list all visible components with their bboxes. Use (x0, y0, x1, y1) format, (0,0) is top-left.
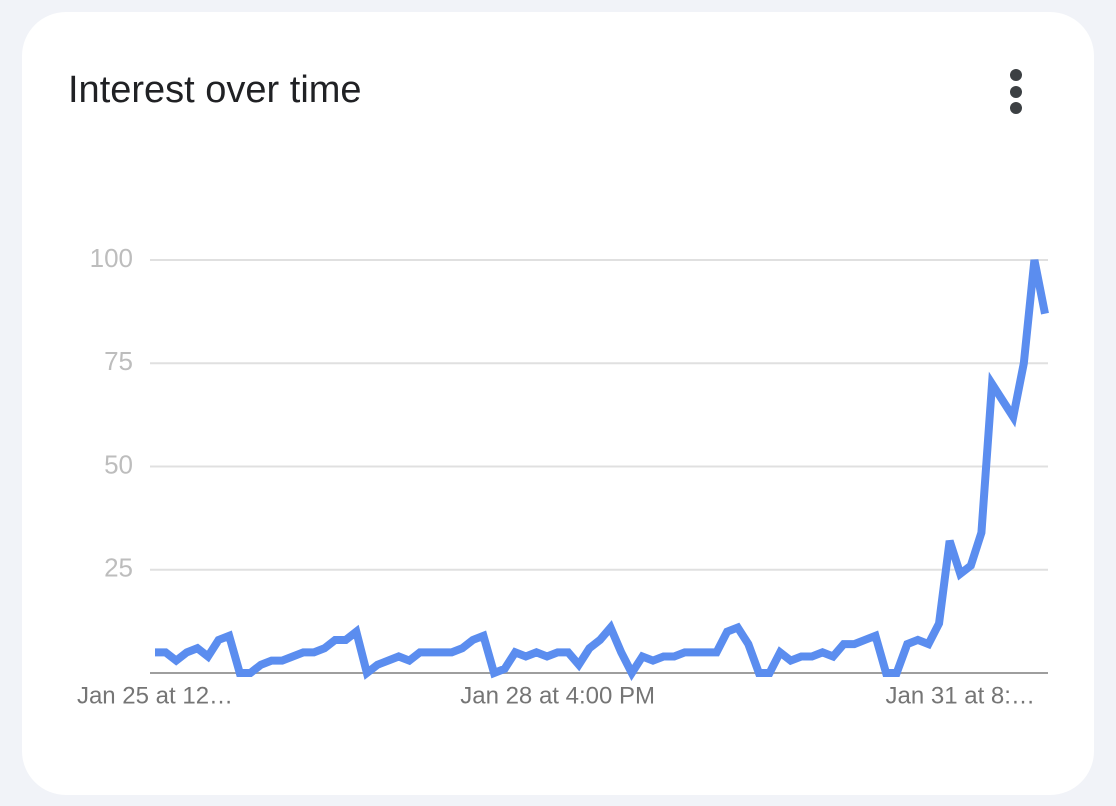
x-tick-label: Jan 31 at 8:… (886, 682, 1035, 709)
x-tick-label: Jan 28 at 4:00 PM (460, 682, 655, 709)
y-tick-label: 25 (104, 553, 133, 583)
menu-button[interactable] (1010, 69, 1022, 114)
y-tick-label: 75 (104, 346, 133, 376)
x-tick-label: Jan 25 at 12… (77, 682, 233, 709)
trend-line (155, 259, 1049, 682)
menu-dot[interactable] (1010, 102, 1022, 114)
menu-dot[interactable] (1010, 86, 1022, 98)
y-tick-label: 50 (104, 449, 133, 479)
menu-dot[interactable] (1010, 69, 1022, 81)
card (22, 12, 1094, 795)
chart-title: Interest over time (68, 69, 362, 111)
y-tick-label: 100 (90, 243, 133, 273)
